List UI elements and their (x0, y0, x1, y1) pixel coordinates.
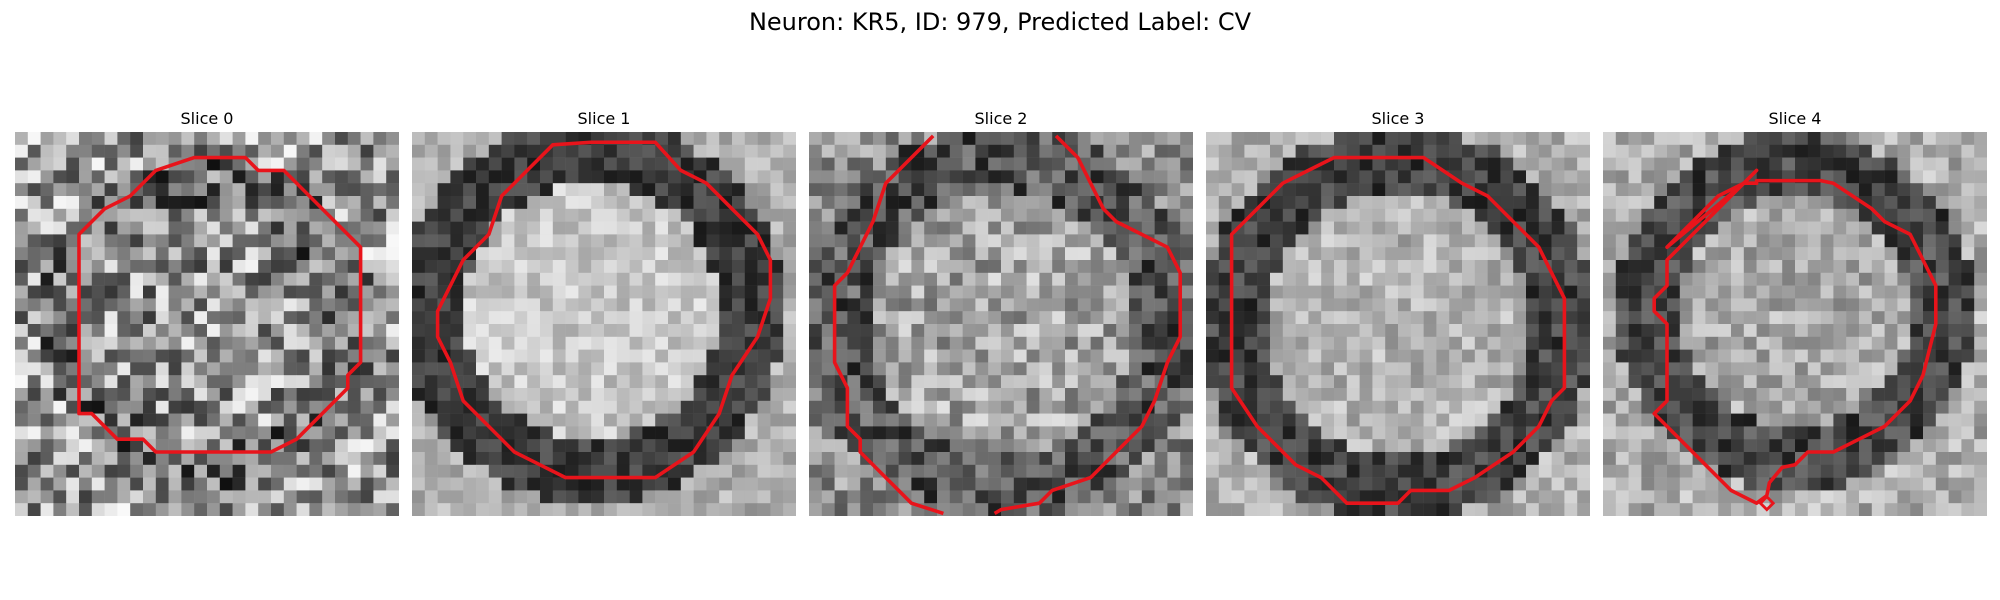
slice-image (1206, 132, 1590, 516)
slice-image (412, 132, 796, 516)
slice-title: Slice 3 (1371, 109, 1425, 128)
slice-image (1603, 132, 1987, 516)
slice-image (809, 132, 1193, 516)
slice-title: Slice 2 (974, 109, 1028, 128)
slice-title: Slice 4 (1768, 109, 1822, 128)
slice-image (15, 132, 399, 516)
slice-title: Slice 1 (577, 109, 631, 128)
slice-panel-3: Slice 3 (1206, 108, 1590, 516)
figure-title: Neuron: KR5, ID: 979, Predicted Label: C… (748, 8, 1252, 36)
slice-title: Slice 0 (180, 109, 234, 128)
slice-panel-0: Slice 0 (15, 108, 399, 516)
slice-panel-2: Slice 2 (809, 108, 1193, 516)
slice-panel-1: Slice 1 (412, 108, 796, 516)
slice-panel-4: Slice 4 (1603, 108, 1987, 516)
